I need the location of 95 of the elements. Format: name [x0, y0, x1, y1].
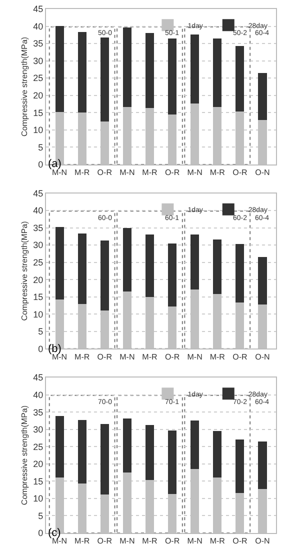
- x-tick-label: O-N: [255, 168, 270, 178]
- x-tick-label: M-N: [52, 168, 68, 178]
- x-tick-label: M-N: [120, 168, 135, 178]
- bar: [122, 28, 132, 108]
- x-tick-label: O-R: [164, 352, 180, 362]
- bar: [55, 26, 64, 112]
- x-tick-label: M-R: [142, 168, 158, 178]
- bar: [190, 234, 200, 290]
- x-tick-label: O-R: [232, 168, 248, 178]
- y-tick-label: 5: [38, 326, 44, 337]
- x-tick-label: O-N: [255, 536, 270, 546]
- y-tick-label: 20: [33, 459, 44, 470]
- y-tick-label: 25: [33, 442, 44, 452]
- bar: [168, 38, 177, 114]
- bar: [55, 226, 64, 300]
- y-tick-label: 45: [33, 372, 44, 383]
- x-tick-label: O-R: [97, 536, 112, 546]
- y-tick-label: 15: [33, 108, 44, 118]
- y-tick-label: 15: [33, 292, 44, 302]
- y-axis-title: Compressive strength(MPa): [20, 36, 29, 137]
- bar: [145, 234, 154, 297]
- bar: [258, 257, 267, 305]
- annotation: (b): [48, 343, 62, 355]
- bar: [190, 420, 200, 470]
- x-tick-label: O-R: [232, 536, 248, 546]
- bar: [236, 440, 244, 493]
- x-tick-label: O-R: [164, 536, 180, 546]
- y-tick-label: 35: [33, 38, 44, 49]
- x-tick-label: M-N: [187, 168, 203, 178]
- y-tick-label: 45: [33, 188, 44, 198]
- y-tick-label: 5: [38, 142, 44, 152]
- x-tick-label: O-R: [232, 352, 248, 362]
- bar: [78, 32, 86, 113]
- y-tick-label: 30: [33, 240, 44, 250]
- x-tick-label: M-R: [142, 536, 158, 546]
- bar: [213, 431, 222, 478]
- x-tick-label: M-N: [120, 352, 135, 362]
- x-tick-label: M-R: [74, 168, 90, 178]
- bar: [145, 33, 154, 108]
- y-tick-label: 5: [38, 510, 44, 521]
- x-tick-label: M-N: [120, 536, 135, 546]
- y-tick-label: 20: [33, 274, 44, 285]
- bar: [78, 420, 86, 484]
- y-tick-label: 10: [33, 125, 44, 136]
- x-tick-label: O-N: [255, 352, 270, 362]
- y-tick-label: 10: [33, 309, 44, 320]
- y-tick-label: 20: [33, 90, 44, 101]
- y-tick-label: 35: [33, 407, 44, 418]
- bar: [100, 38, 109, 122]
- y-tick-label: 0: [38, 344, 44, 354]
- annotation: (a): [48, 158, 62, 170]
- bar: [213, 240, 222, 294]
- y-tick-label: 35: [33, 222, 44, 233]
- x-tick-label: M-R: [74, 352, 90, 362]
- y-tick-label: 45: [33, 4, 44, 14]
- x-tick-label: O-R: [164, 168, 180, 178]
- y-tick-label: 15: [33, 476, 44, 486]
- bar: [236, 244, 244, 302]
- y-tick-label: 0: [38, 528, 44, 538]
- y-axis-title: Compressive strength(MPa): [20, 405, 29, 506]
- y-tick-label: 30: [33, 56, 44, 66]
- x-tick-label: M-N: [187, 352, 203, 362]
- y-tick-label: 30: [33, 424, 44, 435]
- bar: [213, 38, 222, 107]
- y-tick-label: 40: [33, 21, 44, 32]
- y-tick-label: 10: [33, 494, 44, 504]
- y-tick-label: 25: [33, 258, 44, 268]
- x-tick-label: M-N: [187, 536, 203, 546]
- bar: [168, 243, 177, 307]
- annotation: (c): [48, 527, 61, 539]
- bar: [122, 228, 132, 292]
- bar: [168, 430, 177, 494]
- bar: [100, 240, 109, 311]
- y-tick-label: 25: [33, 73, 44, 84]
- bar: [78, 234, 86, 304]
- bar: [122, 418, 132, 473]
- y-tick-label: 40: [33, 390, 44, 400]
- bar: [258, 72, 267, 120]
- x-tick-label: O-R: [97, 352, 112, 362]
- x-tick-label: M-R: [74, 536, 90, 546]
- bar: [145, 425, 154, 480]
- x-tick-label: M-N: [52, 536, 68, 546]
- x-tick-label: M-R: [210, 536, 226, 546]
- x-tick-label: M-R: [142, 352, 158, 362]
- bar: [236, 46, 244, 112]
- y-tick-label: 40: [33, 206, 44, 216]
- bar: [100, 424, 109, 494]
- y-axis-title: Compressive strength(MPa): [20, 220, 29, 321]
- bar: [258, 441, 267, 489]
- x-tick-label: M-R: [210, 168, 226, 178]
- bar: [190, 34, 200, 104]
- y-tick-label: 0: [38, 160, 44, 170]
- bar: [55, 416, 64, 478]
- x-tick-label: M-R: [210, 352, 226, 362]
- x-tick-label: O-R: [97, 168, 112, 178]
